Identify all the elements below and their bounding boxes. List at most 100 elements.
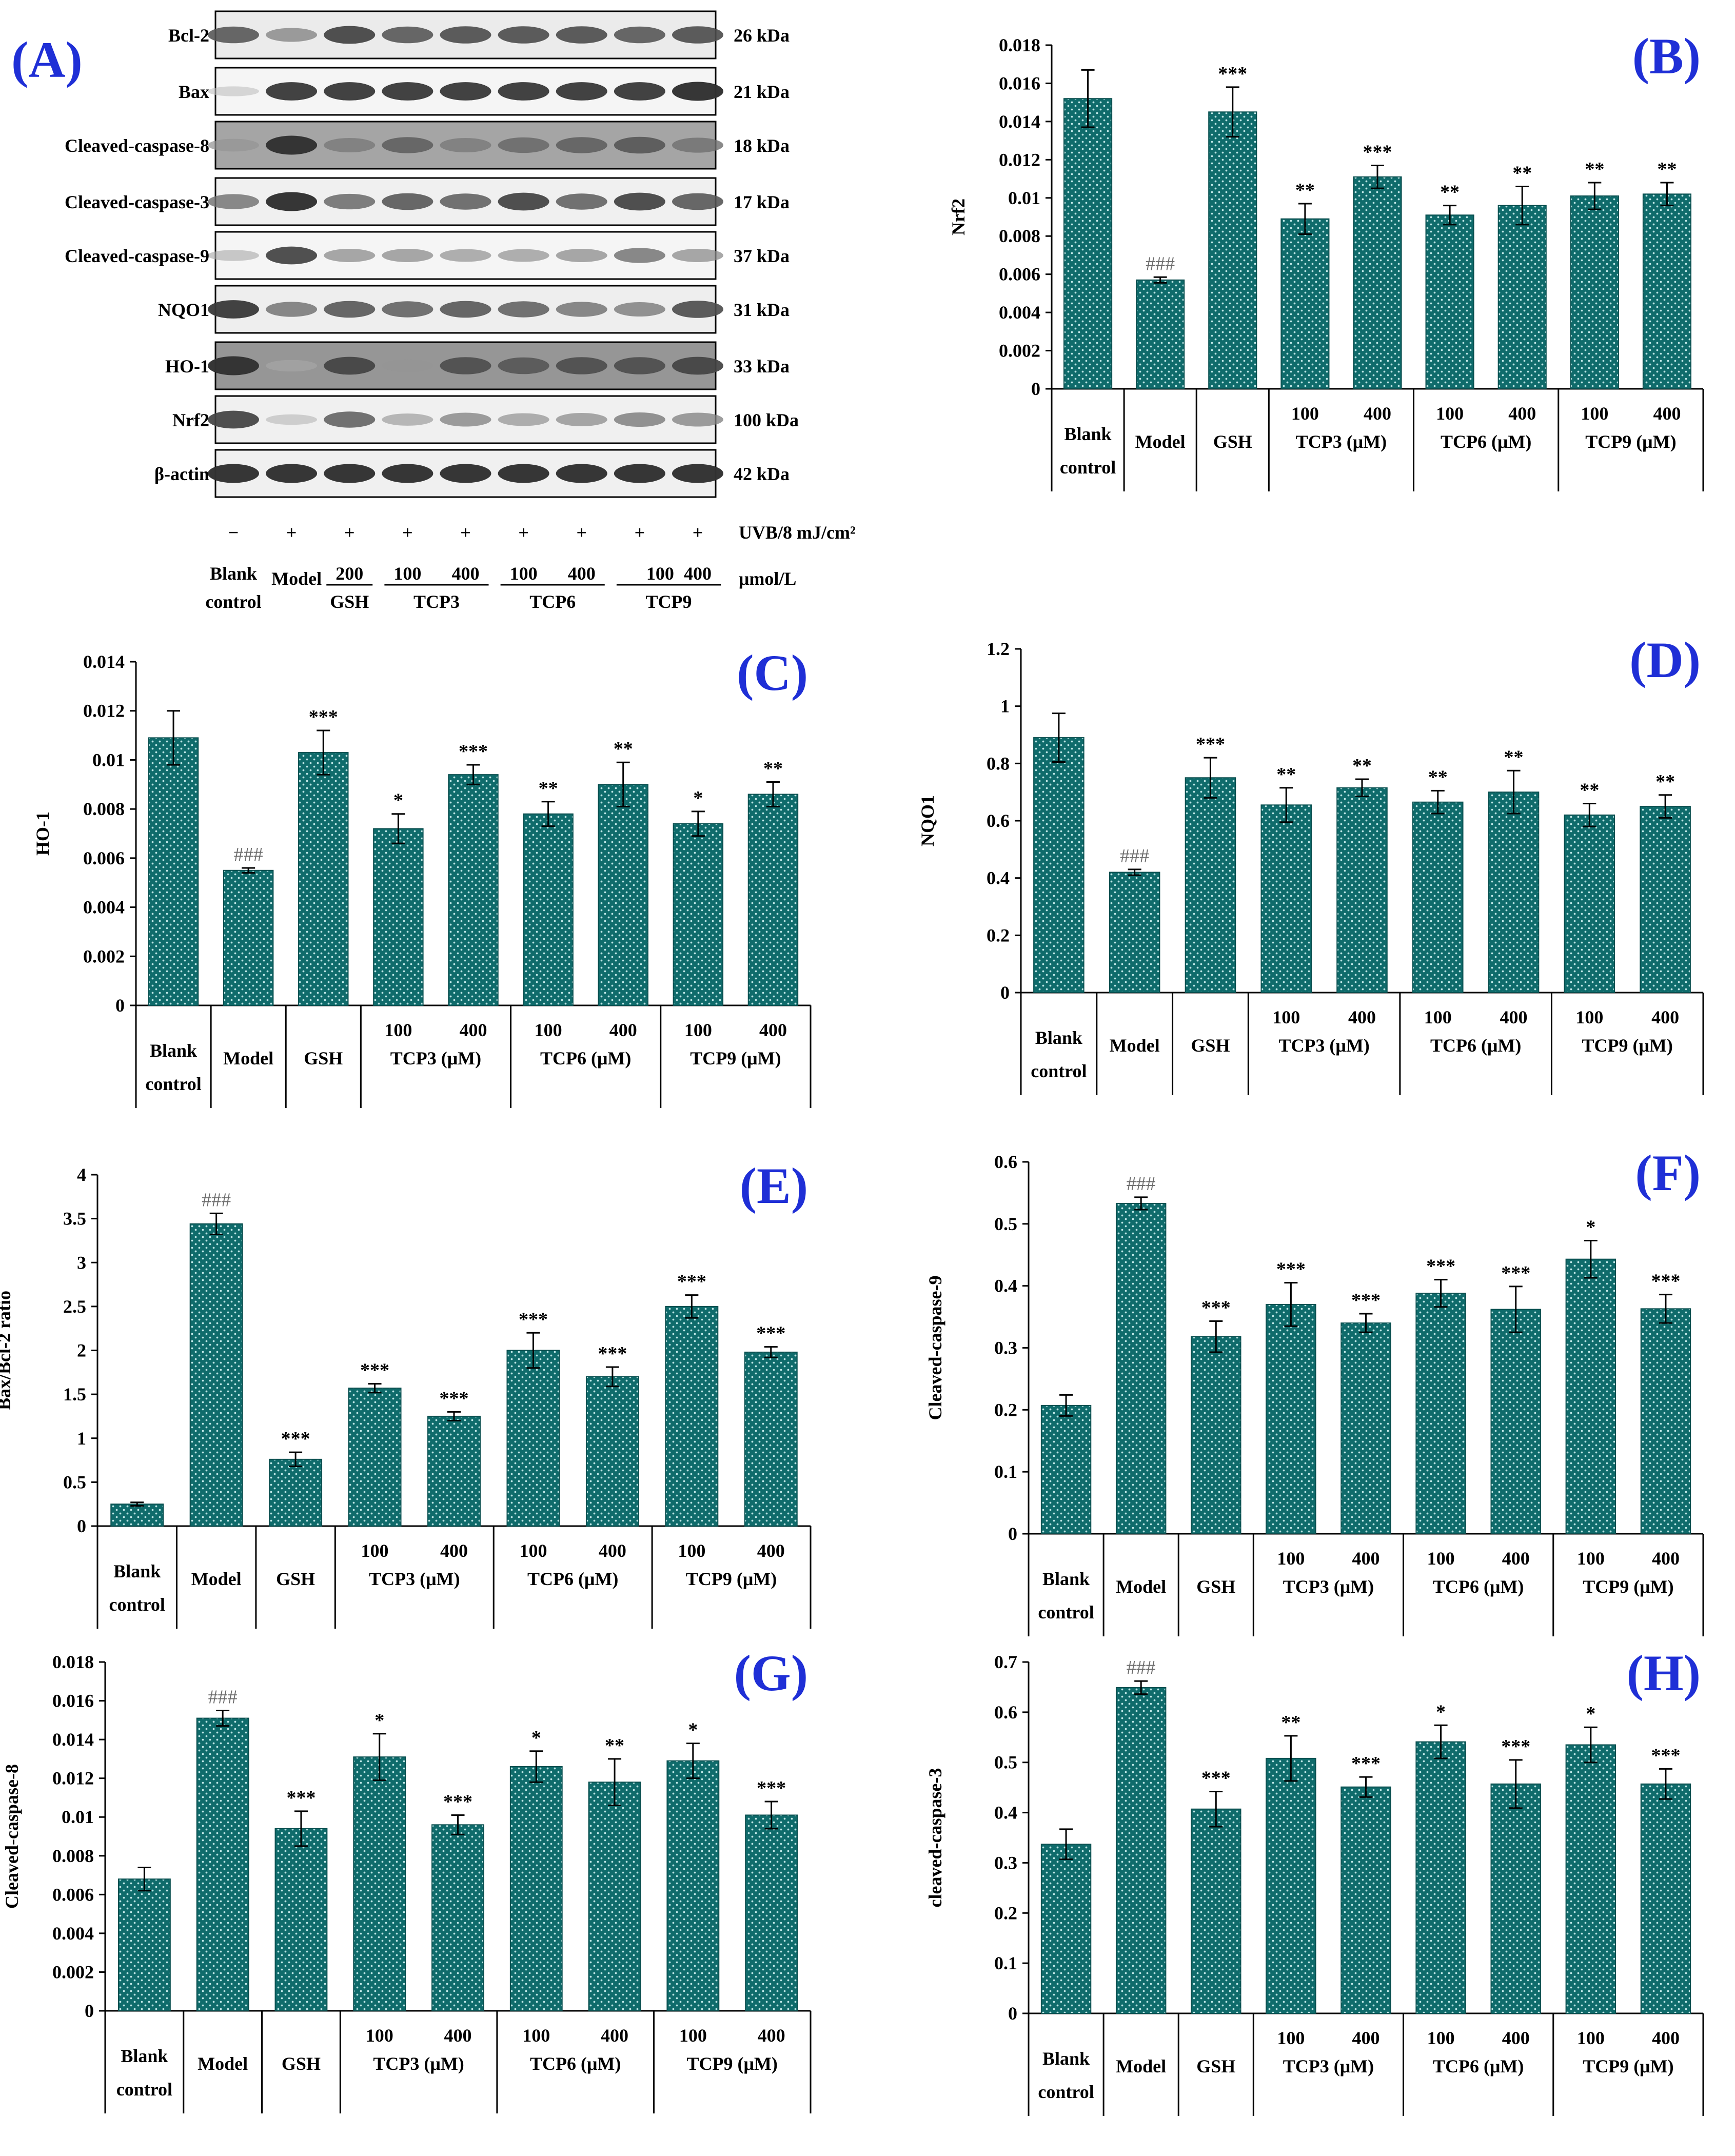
y-tick-label: 1 (1000, 696, 1010, 717)
y-tick-label: 0.1 (994, 1953, 1017, 1973)
x-label-blank-2: control (145, 1074, 201, 1094)
x-label-blank: Blank (1064, 424, 1112, 444)
x-label-dose: 400 (601, 2025, 628, 2046)
panel-label: (G) (734, 1645, 808, 1702)
bar (1642, 193, 1692, 389)
x-label-dose: 400 (1653, 403, 1681, 424)
significance-mark: *** (1351, 1753, 1381, 1774)
y-axis-label: cleaved-caspase-3 (925, 1768, 945, 1908)
blot-band (614, 357, 665, 374)
significance-mark: *** (1276, 1259, 1306, 1280)
y-tick-label: 0.3 (994, 1338, 1017, 1358)
uvb-sign: + (693, 522, 703, 543)
significance-mark: *** (1651, 1271, 1680, 1292)
significance-mark: *** (1426, 1256, 1455, 1277)
y-axis-label: NQO1 (917, 795, 938, 846)
significance-mark: *** (440, 1388, 469, 1409)
x-label-dose: 400 (1502, 2028, 1530, 2048)
uvb-sign: + (402, 522, 413, 543)
bar (1490, 1309, 1541, 1534)
x-label-dose: 100 (384, 1020, 412, 1040)
x-label-group: TCP6 (μM) (1441, 431, 1531, 452)
significance-mark: * (688, 1719, 698, 1741)
x-label-dose: 100 (522, 2025, 550, 2046)
x-label-dose: 100 (678, 1540, 705, 1561)
y-tick-label: 0.012 (83, 701, 125, 721)
significance-mark: ** (614, 738, 633, 760)
x-label-model: Model (1110, 1035, 1160, 1056)
significance-mark: ** (1655, 771, 1675, 793)
blot-band (498, 26, 549, 44)
bar (1266, 1757, 1316, 2014)
molecular-weight: 100 kDa (734, 410, 799, 430)
blot-band (614, 136, 665, 154)
x-label-model: Model (1116, 1576, 1166, 1597)
x-label-dose: 100 (361, 1540, 389, 1561)
blot-band (556, 193, 607, 210)
protein-name: Bcl-2 (168, 25, 209, 46)
x-label-dose: 100 (679, 2025, 707, 2046)
significance-mark: ### (1127, 1657, 1156, 1678)
x-label-dose: 100 (1575, 1007, 1603, 1027)
y-tick-label: 0.6 (994, 1152, 1017, 1172)
bar (673, 823, 724, 1006)
dose-label: 100 (646, 563, 674, 584)
x-label-dose: 400 (1652, 1548, 1680, 1569)
blot-band (498, 192, 549, 211)
blot-band (672, 249, 723, 262)
molecular-weight: 26 kDa (734, 25, 790, 46)
uvb-sign: + (518, 522, 529, 543)
y-tick-label: 2 (77, 1340, 86, 1361)
blot-band (614, 302, 665, 317)
x-label-dose: 400 (1651, 1007, 1679, 1027)
bar (1136, 279, 1185, 389)
protein-name: Nrf2 (172, 410, 209, 430)
uvb-sign: + (576, 522, 587, 543)
y-axis-label: Nrf2 (948, 199, 969, 235)
blot-band (266, 302, 318, 317)
blot-band (208, 139, 259, 152)
significance-mark: *** (286, 1787, 316, 1809)
x-label-blank-2: control (109, 1594, 165, 1615)
bar (598, 784, 648, 1006)
blot-band (672, 301, 723, 318)
bar (665, 1306, 719, 1527)
x-label-gsh: GSH (1191, 1035, 1230, 1056)
bar (274, 1828, 328, 2012)
significance-mark: ### (234, 844, 263, 865)
x-label-group: TCP6 (μM) (1433, 2056, 1524, 2076)
blot-band (208, 26, 259, 44)
molecular-weight: 21 kDa (734, 82, 790, 102)
significance-mark: *** (459, 741, 488, 762)
y-tick-label: 0.01 (62, 1807, 94, 1827)
y-tick-label: 0 (115, 995, 125, 1016)
group-model: Model (271, 568, 322, 589)
x-label-gsh: GSH (304, 1048, 343, 1069)
blot-band (672, 193, 723, 210)
y-tick-label: 0.5 (994, 1214, 1017, 1234)
y-tick-label: 0.2 (994, 1903, 1017, 1923)
x-label-group: TCP9 (μM) (1582, 1035, 1673, 1056)
bar (1564, 814, 1615, 994)
bar (745, 1814, 798, 2011)
blot-band (382, 137, 433, 153)
blot-band (208, 464, 259, 483)
significance-mark: ** (763, 758, 783, 780)
bar (1412, 801, 1464, 994)
blot-band (556, 357, 607, 374)
y-tick-label: 0.018 (999, 35, 1040, 55)
dose-label: 100 (510, 563, 538, 584)
significance-mark: * (531, 1727, 541, 1749)
y-tick-label: 0.012 (999, 149, 1040, 170)
x-label-model: Model (198, 2053, 248, 2074)
bar (1040, 1844, 1092, 2014)
blot-band (208, 194, 259, 209)
blot-band (324, 82, 376, 101)
x-label-group: TCP3 (μM) (1283, 2056, 1374, 2076)
bar (1565, 1258, 1616, 1534)
x-label-dose: 100 (519, 1540, 547, 1561)
panel-label: (B) (1632, 28, 1701, 85)
blot-band (672, 82, 723, 101)
significance-mark: ** (1440, 182, 1460, 203)
blot-band (556, 464, 607, 483)
